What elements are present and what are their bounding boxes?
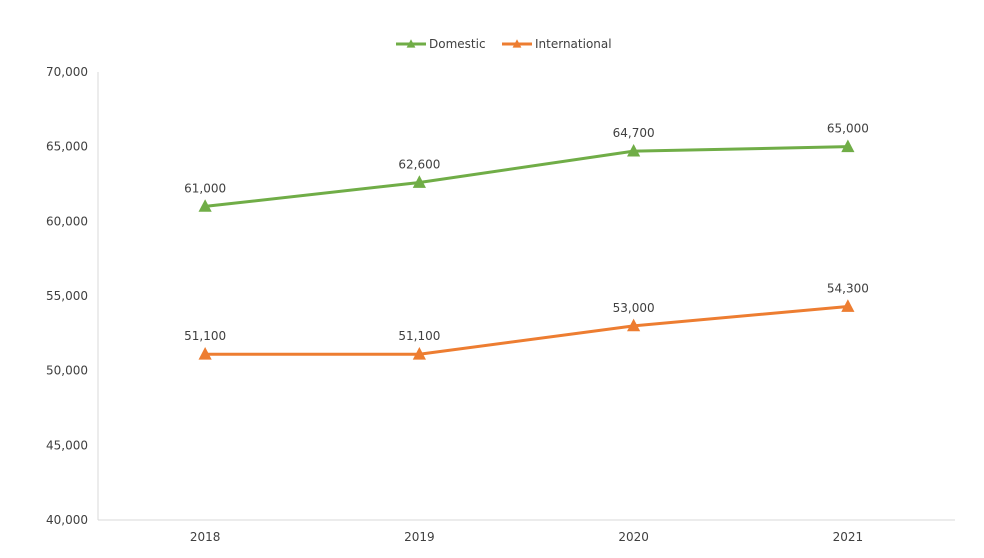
- legend-item-international: International: [502, 37, 612, 51]
- legend: Domestic International: [396, 37, 612, 51]
- data-label: 53,000: [613, 301, 655, 315]
- data-label: 62,600: [398, 158, 440, 172]
- y-tick-label: 40,000: [46, 513, 88, 527]
- y-tick-label: 45,000: [46, 438, 88, 452]
- series-line: [203, 304, 850, 356]
- data-point-marker: [627, 143, 641, 157]
- data-point-marker: [841, 299, 855, 312]
- data-point-marker: [412, 175, 426, 188]
- y-tick-label: 60,000: [46, 214, 88, 228]
- y-tick-label: 70,000: [46, 65, 88, 79]
- series-domestic: [198, 139, 855, 212]
- data-point-marker: [412, 347, 426, 360]
- data-label: 64,700: [613, 126, 655, 140]
- data-point-marker: [841, 139, 855, 153]
- data-label: 61,000: [184, 181, 226, 195]
- data-label: 54,300: [827, 281, 869, 295]
- y-tick-label: 50,000: [46, 364, 88, 378]
- x-tick-label: 2018: [190, 530, 221, 544]
- series-layer: [198, 139, 855, 360]
- y-tick-label: 65,000: [46, 140, 88, 154]
- y-tick-label: 55,000: [46, 289, 88, 303]
- x-tick-label: 2019: [404, 530, 435, 544]
- data-label: 65,000: [827, 122, 869, 136]
- series-line: [203, 145, 850, 208]
- data-label: 51,100: [184, 329, 226, 343]
- legend-label: International: [535, 37, 612, 51]
- legend-marker: [406, 39, 416, 48]
- legend-item-domestic: Domestic: [396, 37, 486, 51]
- data-point-marker: [627, 318, 641, 332]
- data-point-marker: [198, 199, 212, 212]
- data-point-marker: [198, 347, 212, 360]
- series-international: [198, 299, 855, 360]
- legend-label: Domestic: [429, 37, 486, 51]
- x-tick-label: 2020: [618, 530, 649, 544]
- axes-layer: 40,000 45,000 50,000 55,000 60,000 65,000 70,0…: [46, 65, 955, 544]
- x-tick-label: 2021: [833, 530, 864, 544]
- data-label: 51,100: [398, 329, 440, 343]
- data-labels-layer: 61,000 62,600 64,700 65,000 51,100 51,100 53,0…: [184, 122, 869, 344]
- legend-marker: [512, 39, 522, 48]
